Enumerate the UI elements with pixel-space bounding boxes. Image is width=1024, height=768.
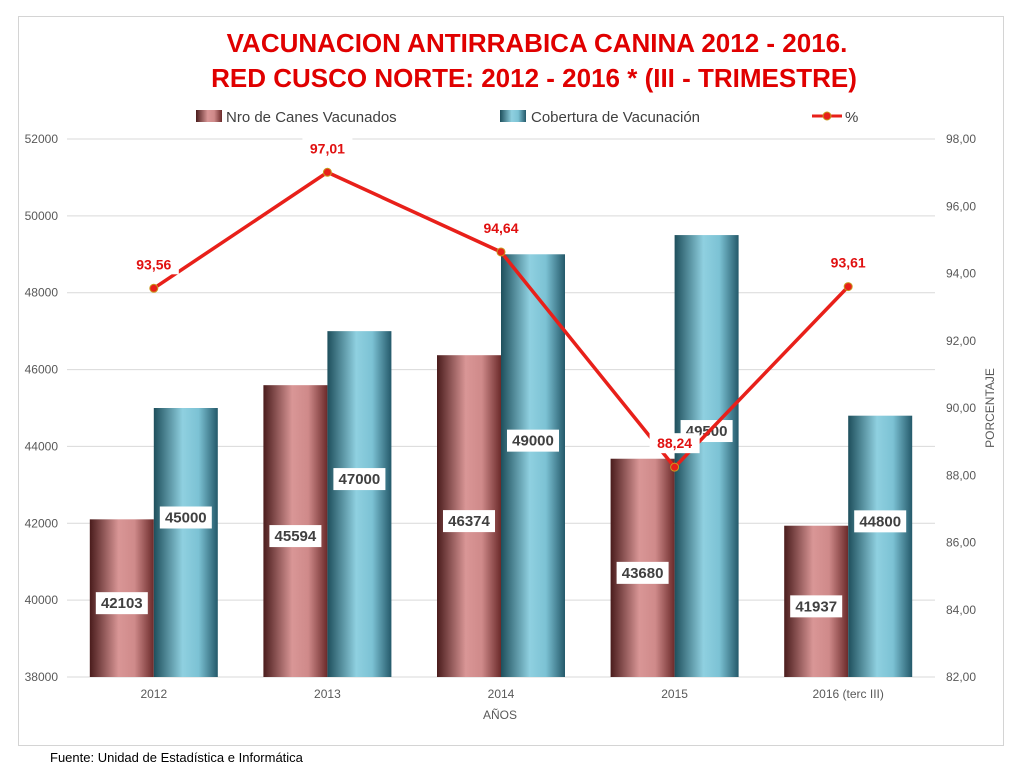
data-label-bg [443, 510, 495, 533]
data-label-cobertura-vacunacion: 44800 [859, 513, 901, 530]
bar-line-chart: VACUNACION ANTIRRABICA CANINA 2012 - 201… [25, 28, 997, 722]
x-tick-label: 2015 [661, 687, 688, 701]
bar-cobertura-vacunacion [501, 254, 565, 678]
y2-axis-title: PORCENTAJE [983, 368, 997, 448]
bar-cobertura-vacunacion [153, 408, 218, 677]
data-label-cobertura-vacunacion: 47000 [339, 471, 381, 488]
pct-label-bg [823, 252, 874, 273]
bar-cobertura-vacunacion [327, 331, 392, 677]
pct-label-bg [476, 217, 526, 238]
y2-tick-label: 82,00 [946, 670, 976, 684]
pct-data-label: 88,24 [657, 435, 692, 451]
pct-data-label: 93,61 [831, 255, 866, 271]
pct-data-label: 94,64 [483, 220, 518, 236]
y2-tick-label: 86,00 [946, 536, 976, 550]
pct-point [496, 247, 506, 257]
chart-frame [18, 16, 1004, 746]
data-label-bg [269, 525, 322, 548]
legend-label-canes: Nro de Canes Vacunados [226, 109, 397, 126]
pct-label-bg [128, 254, 179, 275]
data-label-canes-vacunados: 43680 [622, 565, 664, 582]
legend-label-pct: % [845, 109, 858, 126]
data-label-canes-vacunados: 46374 [448, 513, 490, 530]
data-label-canes-vacunados: 41937 [795, 598, 837, 615]
pct-line-series: 93,56 97,01 94,64 88,24 93,61 [128, 138, 874, 472]
data-label-cobertura-vacunacion: 45000 [165, 510, 207, 527]
pct-point [843, 282, 853, 292]
y2-tick-label: 96,00 [946, 199, 976, 213]
bars: 4210345000455944700046374490004368049500… [89, 235, 913, 678]
legend-swatch-cobertura [500, 110, 526, 122]
data-label-bg [790, 595, 843, 618]
y-axis-left: 38000 40000 42000 44000 46000 48000 50000 52000 [25, 132, 59, 684]
data-label-bg [854, 510, 907, 533]
y2-tick-label: 92,00 [946, 334, 976, 348]
data-label-bg [616, 561, 669, 584]
x-tick-label: 2013 [314, 687, 341, 701]
chart-title-line2: RED CUSCO NORTE: 2012 - 2016 * (III - TR… [211, 63, 857, 93]
y-tick-label: 48000 [25, 286, 59, 300]
pct-data-label: 93,56 [136, 256, 171, 272]
y-axis-right: 82,00 84,00 86,00 88,00 90,00 92,00 94,00 96,00… [946, 132, 976, 684]
chart-title-line1: VACUNACION ANTIRRABICA CANINA 2012 - 201… [227, 28, 848, 58]
x-tick-label: 2012 [140, 687, 167, 701]
y-tick-label: 44000 [25, 439, 59, 453]
data-label-bg [159, 506, 212, 529]
y2-tick-label: 94,00 [946, 267, 976, 281]
data-label-canes-vacunados: 45594 [275, 528, 317, 545]
legend-label-cobertura: Cobertura de Vacunación [531, 109, 700, 126]
y-tick-label: 42000 [25, 516, 59, 530]
legend-swatch-pct-marker [822, 111, 832, 121]
pct-data-label: 97,01 [310, 140, 345, 156]
y-tick-label: 52000 [25, 132, 59, 146]
legend-swatch-canes [196, 110, 222, 122]
pct-point [322, 167, 332, 177]
y2-tick-label: 90,00 [946, 401, 976, 415]
x-tick-label: 2014 [488, 687, 515, 701]
pct-label-bg [302, 138, 353, 159]
pct-point [670, 462, 680, 472]
bar-cobertura-vacunacion [848, 415, 913, 677]
data-label-bg [507, 429, 559, 452]
data-label-bg [95, 592, 148, 615]
data-label-cobertura-vacunacion: 49000 [512, 433, 554, 450]
source-note: Fuente: Unidad de Estadística e Informát… [50, 750, 303, 765]
y2-tick-label: 84,00 [946, 603, 976, 617]
y-tick-label: 46000 [25, 363, 59, 377]
y-tick-label: 40000 [25, 593, 59, 607]
y-tick-label: 38000 [25, 670, 59, 684]
y2-tick-label: 98,00 [946, 132, 976, 146]
data-label-bg [333, 468, 386, 491]
x-axis-title: AÑOS [483, 708, 517, 722]
x-tick-label: 2016 (terc III) [813, 687, 884, 701]
pct-label-bg [649, 433, 700, 454]
pct-point [149, 283, 159, 293]
data-label-canes-vacunados: 42103 [101, 595, 143, 612]
legend: Nro de Canes Vacunados Cobertura de Vacu… [196, 109, 858, 126]
y-tick-label: 50000 [25, 209, 59, 223]
y2-tick-label: 88,00 [946, 468, 976, 482]
x-axis: 2012 2013 2014 2015 2016 (terc III) [140, 687, 883, 701]
